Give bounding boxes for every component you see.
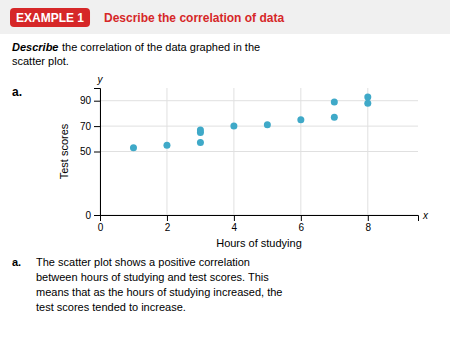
annotation: y — [97, 74, 104, 85]
annotation: between hours of studying and test score… — [36, 271, 269, 283]
title: Describe the correlation of data — [104, 11, 284, 25]
annotation: a. — [12, 85, 22, 99]
y-axis-title: Test scores — [58, 123, 70, 179]
x-tick-mark — [234, 215, 235, 221]
point — [364, 100, 371, 107]
y-tick: 90 — [80, 95, 100, 106]
x-tick: 4 — [232, 215, 238, 233]
y-axis: 0 50 70 90 — [80, 89, 101, 221]
x-tick-label: 8 — [366, 222, 372, 233]
x-tick-label: 6 — [299, 222, 305, 233]
grid — [100, 88, 418, 215]
y-tick-mark — [94, 101, 100, 102]
x-axis-title: Hours of studying — [216, 237, 302, 249]
point — [130, 144, 137, 151]
annotation: a. — [12, 256, 21, 268]
annotation: x — [422, 210, 429, 221]
y-tick-label: 50 — [80, 146, 92, 157]
y-tick-label: 70 — [80, 121, 92, 132]
y-tick-label: 0 — [85, 210, 91, 221]
y-tick: 50 — [80, 146, 100, 157]
point — [197, 126, 204, 133]
point — [264, 121, 271, 128]
annotation: means that as the hours of studying incr… — [36, 286, 282, 298]
x-tick-mark — [301, 215, 302, 221]
x-tick: 8 — [366, 215, 372, 233]
point — [230, 123, 237, 130]
y-tick: 0 — [85, 210, 100, 221]
x-tick: 6 — [299, 215, 305, 233]
x-tick-mark — [167, 215, 168, 221]
annotation: Describe — [12, 41, 58, 53]
x-axis-line — [101, 216, 419, 222]
chart: EXAMPLE 1 Describe the correlation of dat… — [0, 0, 450, 338]
y-tick-mark — [94, 126, 100, 127]
point — [331, 114, 338, 121]
x-tick-label: 2 — [165, 222, 171, 233]
header-background — [0, 0, 450, 34]
grid-line — [100, 126, 418, 127]
point — [364, 93, 371, 100]
x-tick-label: 4 — [232, 222, 238, 233]
y-tick-label: 90 — [80, 95, 92, 106]
x-tick-label: 0 — [98, 222, 104, 233]
x-axis: 0 2 4 6 8 — [98, 215, 419, 233]
point — [331, 98, 338, 105]
annotation: The scatter plot shows a positive correl… — [36, 256, 250, 268]
annotation: test scores tended to increase. — [36, 301, 186, 313]
header-label-box — [10, 8, 90, 27]
x-tick: 2 — [165, 215, 171, 233]
point — [297, 116, 304, 123]
y-axis-line — [94, 89, 101, 216]
points — [130, 93, 371, 151]
y-tick-mark — [94, 215, 100, 216]
y-tick: 70 — [80, 121, 100, 132]
grid-line — [100, 151, 418, 152]
annotation: EXAMPLE 1 — [16, 11, 84, 25]
annotation: scatter plot. — [12, 55, 69, 67]
annotation: the correlation of the data graphed in t… — [62, 41, 260, 53]
x-tick-mark — [368, 215, 369, 221]
y-tick-mark — [94, 152, 100, 153]
point — [197, 139, 204, 146]
point — [163, 142, 170, 149]
x-tick: 0 — [98, 215, 104, 233]
